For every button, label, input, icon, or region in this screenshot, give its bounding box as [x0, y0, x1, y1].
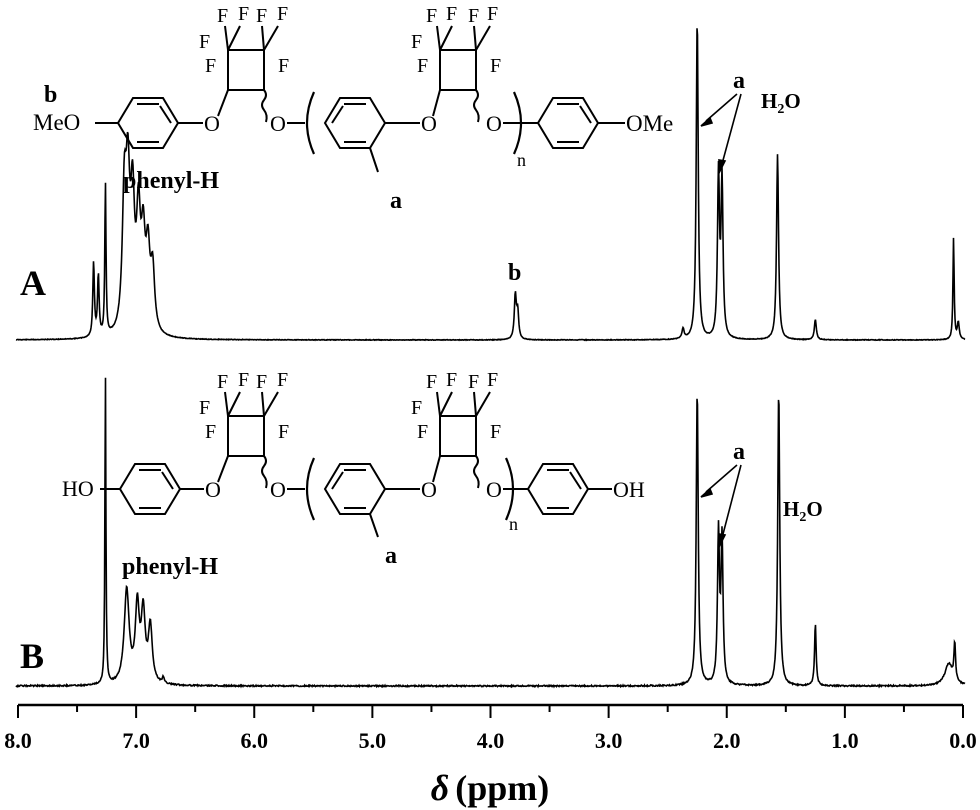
svg-text:O: O: [204, 111, 220, 136]
peak-a-arrows-b: [700, 464, 742, 548]
x-axis-title: δ (ppm): [431, 768, 549, 808]
svg-text:F: F: [205, 55, 216, 77]
x-tick-label: 1.0: [831, 728, 859, 753]
svg-text:F: F: [417, 55, 428, 77]
peak-a-arrows-a: [700, 93, 742, 174]
water-label-a: H2O: [761, 89, 801, 117]
perfluorocyclobutane-1-b: [227, 415, 265, 457]
svg-text:F: F: [205, 421, 216, 443]
svg-text:F: F: [490, 55, 501, 77]
end-group-right-a: OMe: [626, 111, 673, 136]
phenyl-h-label-a: phenyl-H: [123, 168, 219, 194]
svg-text:F: F: [217, 5, 228, 27]
svg-text:O: O: [270, 477, 286, 502]
svg-text:F: F: [277, 369, 288, 391]
svg-text:n: n: [509, 514, 518, 534]
benzene-ring-2-a: [323, 97, 387, 149]
proton-b-label-structure: b: [44, 82, 57, 108]
peak-a-label-b: a: [733, 439, 745, 465]
svg-text:F: F: [426, 371, 437, 393]
svg-text:O: O: [421, 111, 437, 136]
end-group-right-b: OH: [613, 477, 645, 502]
panel-label-b: B: [20, 636, 44, 676]
proton-a-label-structure-b: a: [385, 543, 397, 569]
x-tick-label: 4.0: [477, 728, 505, 753]
spectrum-trace-a: [15, 28, 966, 342]
perfluorocyclobutane-2-a: [439, 49, 477, 91]
svg-text:F: F: [487, 3, 498, 25]
structure-b: HO O F F F F F F F O a O F F F F F F F: [62, 369, 645, 569]
x-tick-label: 8.0: [4, 728, 32, 753]
proton-a-label-structure: a: [390, 188, 402, 214]
x-tick-label: 3.0: [595, 728, 623, 753]
benzene-ring-2-b: [323, 463, 387, 515]
svg-text:F: F: [256, 371, 267, 393]
phenyl-h-label-b: phenyl-H: [122, 554, 218, 580]
svg-text:F: F: [199, 31, 210, 53]
svg-text:F: F: [256, 5, 267, 27]
peak-a-label-a: a: [733, 68, 745, 94]
structure-a: MeO b O F F F F F F F O a O F F F F: [33, 3, 673, 214]
svg-text:F: F: [238, 3, 249, 25]
end-group-left-b: HO: [62, 476, 94, 501]
benzene-ring-3-a: [536, 97, 600, 149]
svg-text:n: n: [517, 150, 526, 170]
svg-text:F: F: [238, 369, 249, 391]
panel-label-a: A: [20, 263, 46, 303]
svg-text:F: F: [426, 5, 437, 27]
svg-text:F: F: [278, 55, 289, 77]
benzene-ring-1-b: [118, 463, 182, 515]
x-tick-label: 2.0: [713, 728, 741, 753]
peak-b-label-a: b: [508, 260, 521, 286]
svg-text:F: F: [468, 5, 479, 27]
svg-text:F: F: [446, 3, 457, 25]
spectrum-trace-b: [15, 377, 966, 689]
x-tick-label: 7.0: [122, 728, 150, 753]
svg-text:F: F: [217, 371, 228, 393]
x-tick-label: 6.0: [241, 728, 269, 753]
svg-text:F: F: [411, 31, 422, 53]
end-group-left-a: MeO: [33, 110, 80, 135]
svg-text:F: F: [199, 397, 210, 419]
svg-text:O: O: [270, 111, 286, 136]
svg-text:O: O: [486, 111, 502, 136]
svg-text:F: F: [278, 421, 289, 443]
svg-text:F: F: [487, 369, 498, 391]
svg-text:F: F: [417, 421, 428, 443]
svg-text:F: F: [411, 397, 422, 419]
svg-text:F: F: [277, 3, 288, 25]
benzene-ring-3-b: [526, 463, 590, 515]
svg-text:O: O: [421, 477, 437, 502]
perfluorocyclobutane-1-a: [227, 49, 265, 91]
svg-text:O: O: [486, 477, 502, 502]
svg-text:F: F: [468, 371, 479, 393]
x-tick-label: 5.0: [359, 728, 387, 753]
perfluorocyclobutane-2-b: [439, 415, 477, 457]
water-label-b: H2O: [783, 497, 823, 525]
svg-text:O: O: [205, 477, 221, 502]
svg-text:F: F: [446, 369, 457, 391]
svg-text:F: F: [490, 421, 501, 443]
x-axis-ticks: 8.0 7.0 6.0 5.0 4.0 3.0 2.0 1.0 0.0: [4, 705, 977, 753]
x-tick-label: 0.0: [949, 728, 977, 753]
